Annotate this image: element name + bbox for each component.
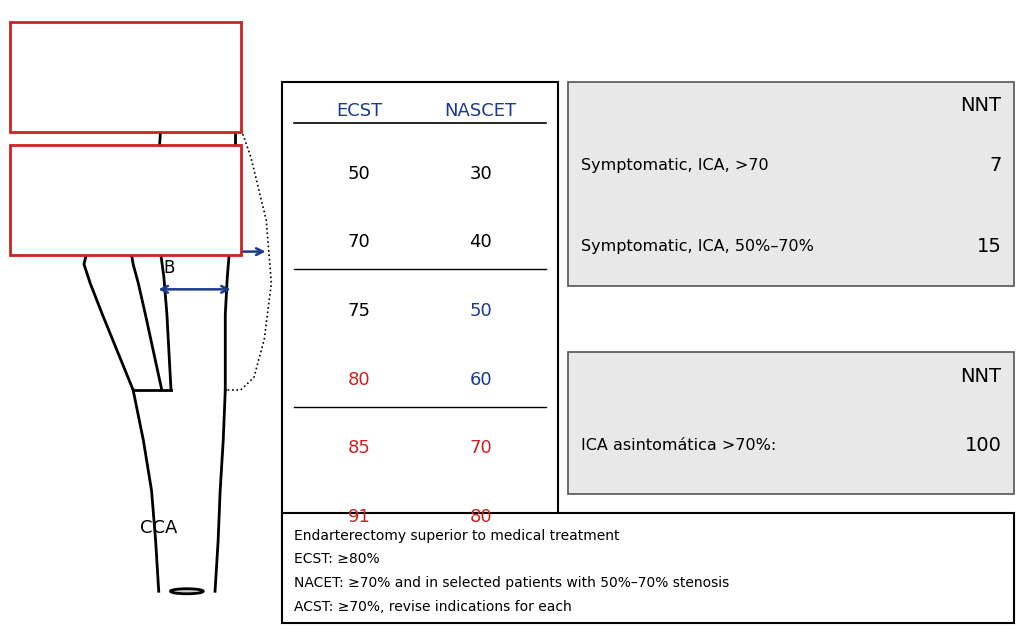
Text: C: C [160,216,170,231]
Text: 15: 15 [977,237,1001,255]
Text: 75: 75 [347,302,371,320]
Bar [568,82,1014,286]
Text: 70: 70 [347,233,371,251]
Text: 100: 100 [965,435,1001,455]
Bar [282,513,1014,623]
Bar [10,145,241,255]
Text: A-B: A-B [145,40,170,54]
Ellipse shape [96,246,122,250]
Text: NNT: NNT [961,96,1001,115]
Bar [10,22,241,132]
Text: Symptomatic, ICA, >70: Symptomatic, ICA, >70 [581,159,768,174]
Text: 60: 60 [469,370,492,389]
Bar [568,352,1014,494]
Text: 40: 40 [469,233,493,251]
Text: ECST: ECST [336,103,382,120]
Text: 70: 70 [469,439,493,457]
Text: 85: 85 [347,439,371,457]
Text: NACET: ≥70% and in selected patients with 50%–70% stenosis: NACET: ≥70% and in selected patients wit… [294,576,729,590]
Text: 80: 80 [469,508,492,526]
Text: NASCET: NASCET [444,103,517,120]
Text: 50: 50 [469,302,493,320]
Ellipse shape [170,589,203,594]
Text: Symptomatic, ICA, 50%–70%: Symptomatic, ICA, 50%–70% [581,238,813,253]
Text: Endarterectomy superior to medical treatment: Endarterectomy superior to medical treat… [294,529,620,543]
Text: NNT: NNT [961,367,1001,386]
Text: 30: 30 [469,165,493,182]
Bar [282,82,558,557]
Text: 91: 91 [347,508,371,526]
Text: 7: 7 [989,157,1001,175]
Text: NASCET =: NASCET = [17,67,101,81]
Text: ECST =: ECST = [17,189,79,204]
Text: B: B [163,259,175,277]
Text: 80: 80 [348,370,371,389]
Text: CCA: CCA [140,520,177,537]
Text: A: A [153,94,163,108]
Text: ECST: ≥80%: ECST: ≥80% [294,552,380,566]
Text: 50: 50 [347,165,371,182]
Ellipse shape [171,36,228,46]
Text: ACST: ≥70%, revise indications for each: ACST: ≥70%, revise indications for each [294,599,571,613]
Text: A: A [194,60,206,79]
Text: C: C [173,221,185,239]
Text: C-B: C-B [152,162,178,177]
Text: ICA asintomática >70%:: ICA asintomática >70%: [581,438,776,452]
